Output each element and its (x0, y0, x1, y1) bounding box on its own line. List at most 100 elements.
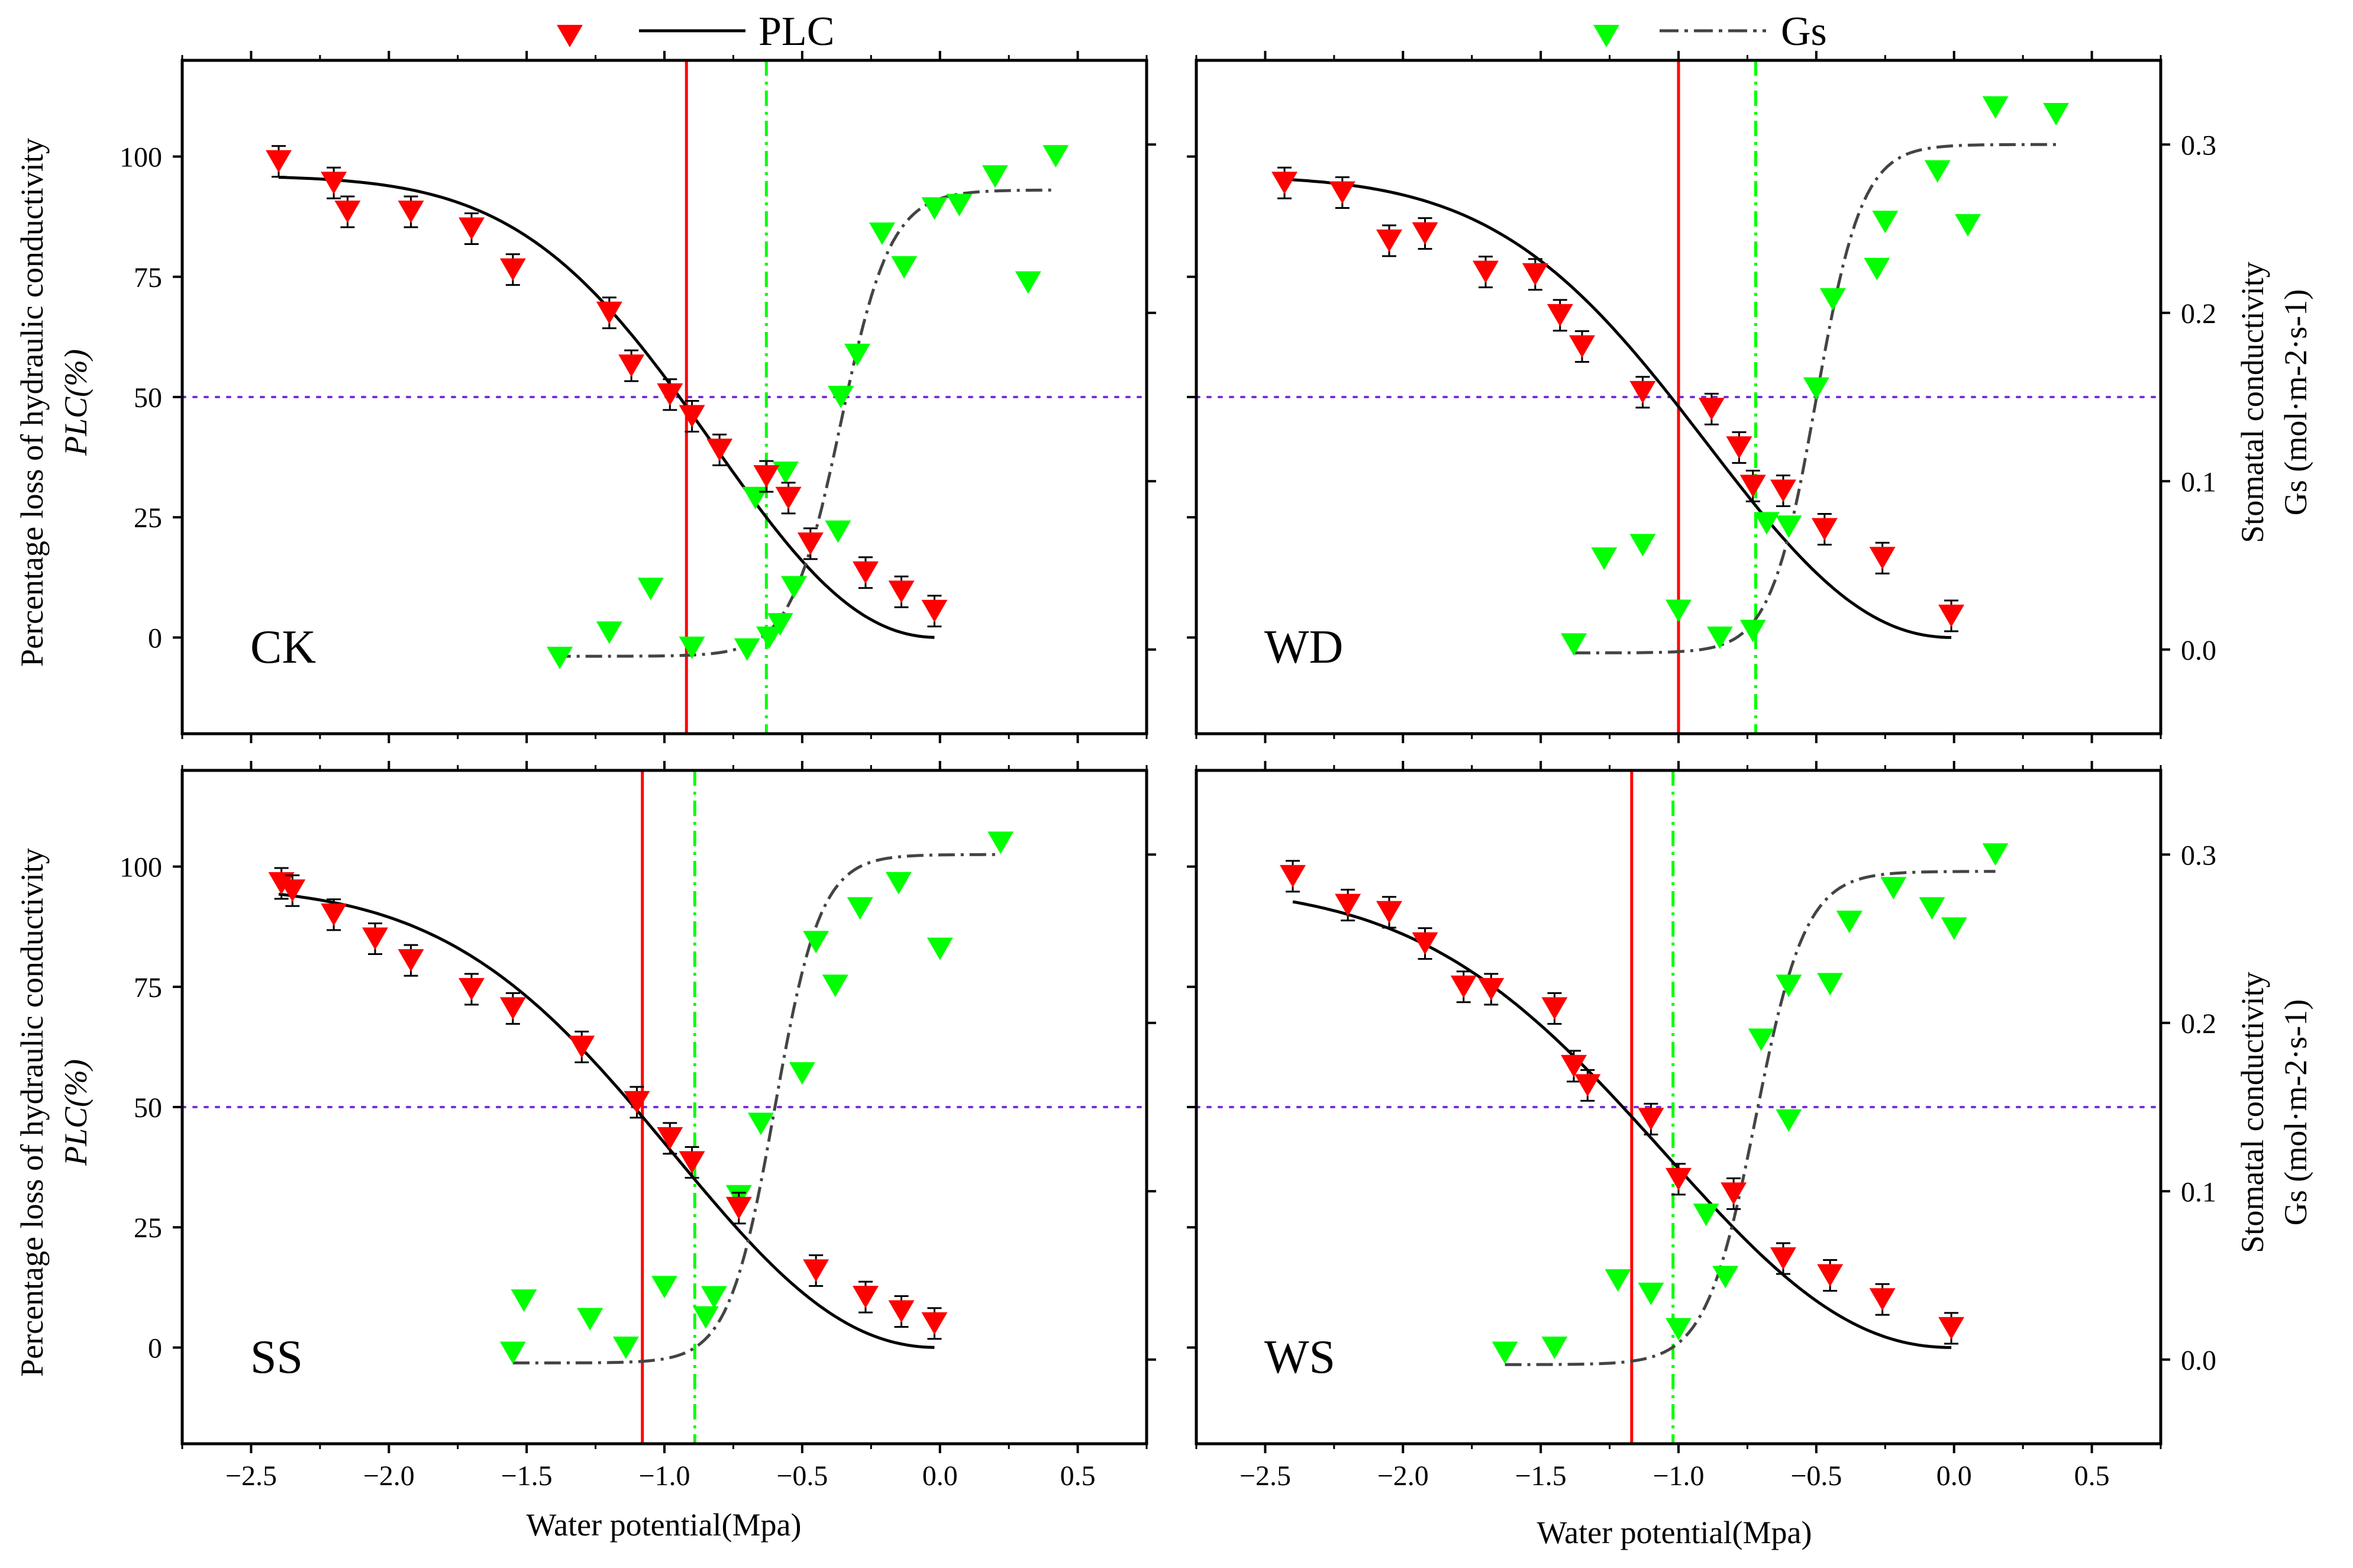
gs-point (1712, 1266, 1739, 1289)
y-right-tick-label: 0.2 (2181, 298, 2216, 330)
gs-point (891, 256, 918, 279)
gs-point (1803, 377, 1829, 400)
y-axis-title-left-bottom-line1: Percentage loss of hydraulic conductivit… (14, 848, 50, 1377)
plc-point (1770, 479, 1796, 502)
plc-point (1726, 436, 1752, 459)
x-tick-label: −2.0 (1377, 1460, 1429, 1492)
gs-point (748, 1112, 774, 1135)
gs-point (921, 197, 948, 220)
gs-point (927, 937, 953, 960)
plc-fit-curve (1292, 900, 1952, 1349)
gs-point (1739, 620, 1766, 643)
y-right-tick-label: 0.3 (2181, 130, 2216, 161)
gs-point (637, 577, 664, 601)
plc-point (362, 927, 388, 950)
x-tick-label: −1.5 (1515, 1460, 1567, 1492)
gs-point (692, 1306, 719, 1329)
gs-point (767, 613, 793, 636)
plc-point (1739, 475, 1766, 498)
x-axis-title-right: Water potential(Mpa) (1537, 1515, 1812, 1550)
gs-point (1982, 96, 2009, 119)
plc-point (1869, 1288, 1896, 1311)
gs-point (822, 975, 848, 998)
plc-point (1412, 222, 1438, 245)
gs-point (1880, 877, 1907, 900)
plc-point (921, 1312, 948, 1335)
plc-point (1376, 901, 1402, 924)
plc-point (1335, 893, 1361, 917)
gs-point (1817, 973, 1844, 996)
y-right-tick-label: 0.1 (2181, 466, 2216, 498)
x-tick-label: −1.5 (501, 1460, 553, 1492)
gs-point (596, 621, 622, 644)
plc-point (1522, 263, 1548, 286)
panel-ck: 0 25 50 75 100 CK (120, 51, 1156, 743)
x-tick-label: −1.0 (1652, 1460, 1704, 1492)
gs-point (1941, 917, 1967, 940)
panel-ws: −2.5 −2.0 −1.5 −1.0 −0.5 0.0 0.5 0.0 0.1 0.2 0.3 WS (1187, 761, 2216, 1492)
gs-point (1864, 257, 1890, 280)
plc-point (657, 1127, 683, 1150)
gs-point (1638, 1282, 1664, 1305)
y-axis-title-left-top-line2: PLC(%) (58, 349, 93, 456)
x-tick-label: −1.0 (638, 1460, 690, 1492)
y-left-tick-label: 0 (148, 622, 162, 654)
gs-point (1919, 897, 1945, 920)
gs-point (844, 343, 870, 366)
plc-point (1869, 547, 1896, 570)
plc-point (679, 405, 705, 428)
plc-point (1329, 181, 1355, 204)
y-left-tick-label: 100 (120, 142, 162, 173)
y-right-tick-label: 0.3 (2181, 840, 2216, 871)
gs-point (780, 576, 807, 599)
plc-point (459, 217, 485, 240)
gs-point (789, 1062, 815, 1085)
plc-point (852, 561, 879, 584)
y-left-tick-label: 50 (134, 1092, 162, 1124)
plc-point (1569, 335, 1595, 358)
plc-point (1938, 1317, 1965, 1340)
gs-point (1492, 1341, 1518, 1364)
y-left-tick-label: 25 (134, 502, 162, 534)
plc-point (279, 879, 306, 902)
x-tick-label: −0.5 (776, 1460, 828, 1492)
plc-point (1473, 260, 1499, 283)
plc-point (1450, 975, 1477, 998)
plc-point (679, 1151, 705, 1174)
gs-point (1776, 975, 1802, 998)
plc-point (1478, 977, 1505, 1001)
gs-point (547, 646, 573, 669)
y-left-tick-label: 50 (134, 382, 162, 414)
plc-point (499, 997, 526, 1020)
gs-point (1706, 626, 1733, 649)
plc-point (1280, 864, 1306, 888)
y-axis-title-right-top-line1: Stomatal conductivity (2235, 262, 2270, 543)
gs-point (869, 222, 895, 246)
gs-point (1591, 547, 1618, 570)
plc-point (398, 949, 424, 972)
panel-ss: −2.5 −2.0 −1.5 −1.0 −0.5 0.0 0.5 0 25 50 75 100 SS (120, 761, 1156, 1492)
plc-point (1811, 518, 1838, 541)
gs-fit-curve (1574, 143, 2056, 654)
plc-point (803, 1259, 829, 1282)
legend-gs-label: Gs (1781, 9, 1827, 54)
panel-label: SS (250, 1331, 303, 1383)
panels-layer: 0 25 50 75 100 CK 0.0 0.1 0.2 0.3 WD −2.5 −2.0 −1.5 −1… (120, 51, 2216, 1492)
y-left-tick-label: 75 (134, 262, 162, 293)
plc-point (706, 438, 733, 462)
plc-point (1770, 1247, 1796, 1270)
plc-point (1817, 1264, 1844, 1287)
gs-point (651, 1276, 677, 1299)
legend-plc-label: PLC (758, 9, 834, 54)
plc-point (1574, 1074, 1601, 1097)
plc-point (268, 872, 295, 895)
gs-point (1836, 911, 1863, 934)
plc-point (725, 1196, 752, 1219)
gs-point (577, 1308, 603, 1331)
legend-gs-marker (1593, 25, 1619, 47)
gs-point (1015, 271, 1041, 294)
gs-point (1605, 1269, 1631, 1292)
plc-point (1547, 304, 1573, 327)
y-axis-title-left-bottom-line2: PLC(%) (58, 1059, 93, 1166)
plc-point (753, 465, 780, 488)
